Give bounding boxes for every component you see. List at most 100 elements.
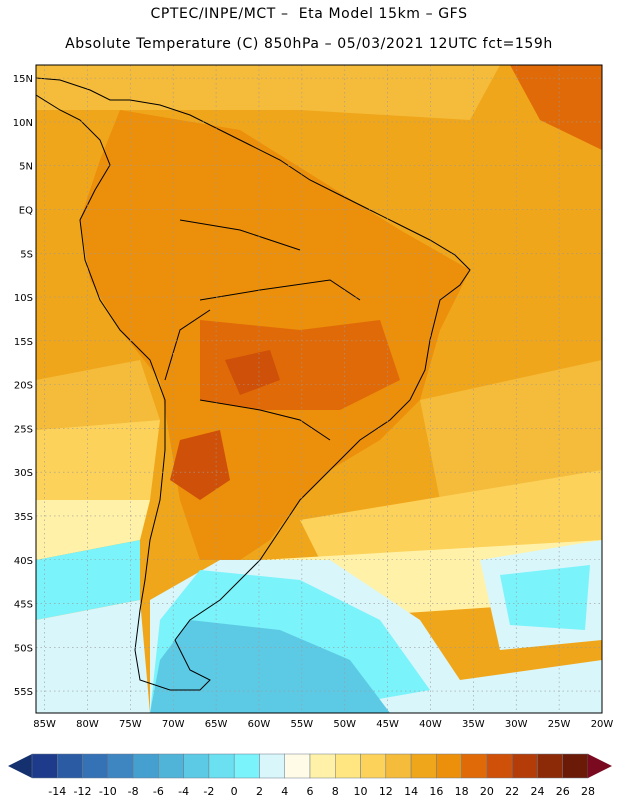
lat-label: 25S: [14, 424, 33, 435]
colorbar-tick-label: 20: [480, 785, 494, 798]
colorbar-tick-label: -14: [48, 785, 66, 798]
field-cold-atlantic-east: [500, 565, 590, 630]
map-frame: [35, 64, 603, 714]
colorbar-swatch: [360, 753, 387, 779]
colorbar-tick-label: 24: [530, 785, 544, 798]
colorbar-swatch: [208, 753, 235, 779]
colorbar-swatch: [233, 753, 260, 779]
colorbar-tick-label: 28: [581, 785, 595, 798]
colorbar-swatch: [309, 753, 336, 779]
colorbar-tick-label: 8: [332, 785, 339, 798]
field-band-atlantic-2: [300, 470, 602, 560]
colorbar-swatch: [132, 753, 159, 779]
lon-label: 20W: [591, 719, 614, 730]
lat-label: 5S: [20, 249, 33, 260]
colorbar-tick-label: 18: [455, 785, 469, 798]
lat-label: 5N: [19, 162, 33, 173]
border-2: [179, 219, 301, 251]
colorbar-swatch: [158, 753, 184, 779]
chart-subtitle: Absolute Temperature (C) 850hPa – 05/03/…: [65, 36, 553, 52]
colorbar-swatch: [537, 753, 563, 779]
colorbar-tick-label: 6: [307, 785, 314, 798]
lon-label: 50W: [333, 719, 356, 730]
lon-label: 45W: [376, 719, 399, 730]
lon-label: 70W: [162, 719, 185, 730]
lon-label: 60W: [248, 719, 271, 730]
coastline-path: [36, 77, 471, 691]
lat-label: 15N: [13, 74, 33, 85]
colorbar: -14 -12 -10 -8 -6 -4 -2 0 2 4 6 8 10 12 14 16 18 20 22 24 26…: [8, 753, 612, 798]
border-3: [199, 399, 331, 441]
colorbar-tick-label: 22: [505, 785, 519, 798]
lon-label: 75W: [119, 719, 142, 730]
colorbar-tick-label: -12: [74, 785, 92, 798]
colorbar-swatch: [82, 753, 109, 779]
colorbar-swatch: [562, 753, 589, 779]
temperature-field: [36, 65, 602, 713]
colorbar-tick-label: 0: [231, 785, 238, 798]
lat-label: 35S: [14, 512, 33, 523]
lat-label: 45S: [14, 600, 33, 611]
colorbar-swatch: [284, 753, 311, 779]
colorbar-tick-label: 26: [556, 785, 570, 798]
lat-labels: 15N 10N 5N EQ 5S 10S 15S 20S 25S 30S 35S 40S 45S 50S 5…: [13, 74, 33, 698]
field-band-atlantic: [420, 360, 602, 500]
lon-labels: 85W 80W 75W 70W 65W 60W 55W 50W 45W 40W 35W 30W 25W 2…: [33, 719, 613, 730]
field-band-pacific-2: [36, 420, 160, 500]
field-cold-pacific-2: [36, 600, 150, 713]
colorbar-swatch: [335, 753, 361, 779]
colorbar-swatch: [385, 753, 412, 779]
lon-label: 30W: [505, 719, 528, 730]
lat-label: 50S: [14, 643, 33, 654]
lon-label: 55W: [291, 719, 314, 730]
field-continent-hottest: [170, 430, 230, 500]
colorbar-tick-label: -4: [178, 785, 189, 798]
colorbar-swatch: [511, 753, 538, 779]
field-hot-ne: [510, 65, 602, 150]
lat-label: 15S: [14, 337, 33, 348]
colorbar-tick-label: 12: [379, 785, 393, 798]
lon-label: 65W: [205, 719, 228, 730]
colorbar-swatch: [461, 753, 488, 779]
colorbar-swatch: [259, 753, 285, 779]
colorbar-arrow-high: [588, 754, 612, 778]
lon-label: 25W: [548, 719, 571, 730]
colorbar-tick-label: -8: [128, 785, 139, 798]
lon-label: 80W: [76, 719, 99, 730]
border-4: [164, 309, 211, 381]
lon-label: 40W: [419, 719, 442, 730]
field-band-north: [36, 65, 500, 120]
colorbar-tick-label: -10: [99, 785, 117, 798]
colorbar-swatch: [107, 753, 134, 779]
field-band-pacific-3: [36, 500, 150, 560]
colorbar-tick-label: 2: [256, 785, 263, 798]
lat-label: 30S: [14, 468, 33, 479]
lat-label: 20S: [14, 381, 33, 392]
lat-label: 55S: [14, 687, 33, 698]
colorbar-swatch: [183, 753, 210, 779]
colorbar-tick-label: 14: [404, 785, 418, 798]
lat-label: EQ: [19, 205, 33, 216]
lon-label: 85W: [33, 719, 56, 730]
chart-title: CPTEC/INPE/MCT – Eta Model 15km – GFS: [150, 6, 468, 22]
lon-label: 35W: [462, 719, 485, 730]
colorbar-swatch: [410, 753, 437, 779]
lat-label: 40S: [14, 556, 33, 567]
colorbar-tick-label: 4: [281, 785, 288, 798]
lat-label: 10N: [13, 118, 33, 129]
map-grid: [36, 65, 603, 713]
colorbar-swatch: [436, 753, 462, 779]
colorbar-swatch: [486, 753, 513, 779]
field-band-pacific: [36, 360, 160, 430]
field-continent-hottest-2: [225, 350, 280, 395]
colorbar-arrow-low: [8, 754, 32, 778]
colorbar-tick-label: -6: [153, 785, 164, 798]
coastline: [36, 77, 471, 691]
field-colder-south: [150, 620, 390, 713]
colorbar-tick-label: 10: [354, 785, 368, 798]
colorbar-tick-label: -2: [203, 785, 214, 798]
colorbar-swatch: [31, 753, 58, 779]
colorbar-swatch: [57, 753, 83, 779]
lat-label: 10S: [14, 293, 33, 304]
